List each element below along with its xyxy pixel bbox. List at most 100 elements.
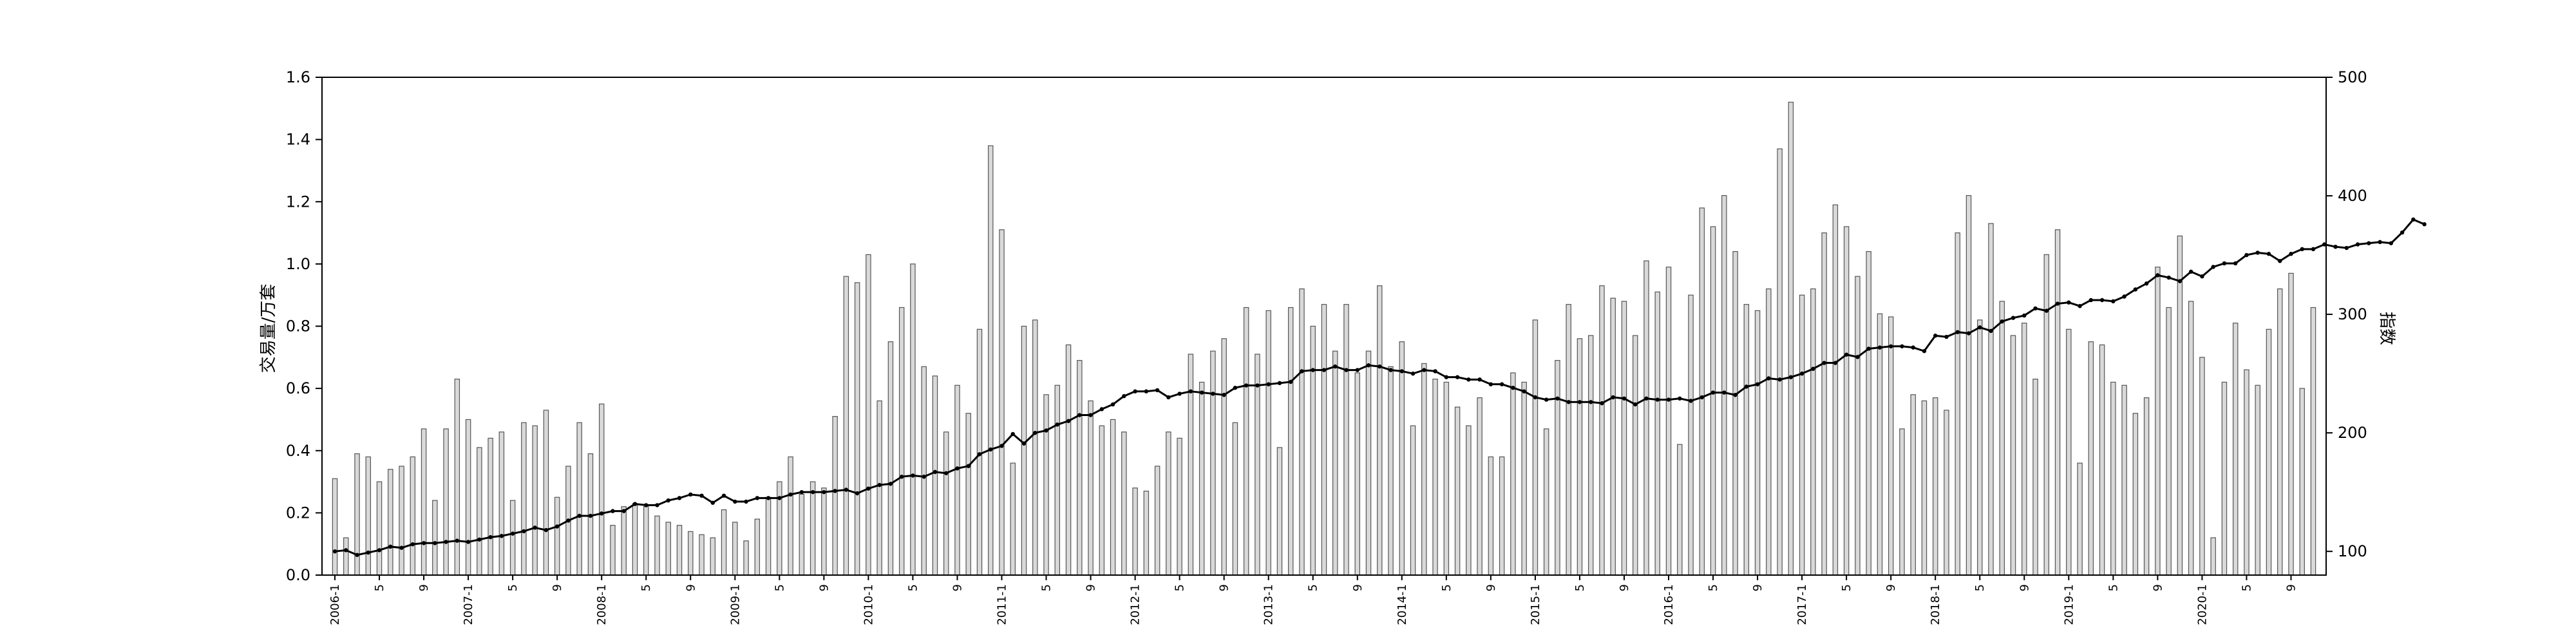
volume-bar [710, 537, 716, 576]
volume-bar [410, 456, 416, 576]
volume-bar [1099, 425, 1105, 576]
index-point [1122, 393, 1126, 399]
index-point [1388, 368, 1393, 372]
volume-bar [788, 456, 793, 576]
index-point [1966, 331, 1971, 336]
index-point [366, 550, 370, 555]
x-tick-label: 5 [1040, 584, 1054, 591]
index-point [2278, 259, 2282, 263]
index-point [1066, 419, 1071, 423]
index-point [1866, 346, 1871, 351]
volume-bar [1621, 301, 1627, 576]
right-axis-label: 指数 [2377, 312, 2396, 345]
right-tick-label: 100 [2338, 542, 2367, 560]
x-tick-label: 2012-1 [1129, 584, 1142, 625]
index-point [421, 541, 426, 545]
index-point [1222, 393, 1226, 397]
x-tick-label: 2020-1 [2195, 584, 2209, 625]
volume-bar [2177, 235, 2183, 576]
volume-bar [543, 410, 549, 576]
index-point [444, 540, 448, 544]
volume-bar [1132, 488, 1138, 576]
index-point [1321, 368, 1327, 372]
index-point [833, 489, 837, 493]
index-point [1900, 344, 1904, 348]
volume-bar [1921, 400, 1927, 576]
index-point [655, 503, 659, 507]
index-point [866, 486, 871, 491]
index-point [710, 500, 715, 505]
volume-bar [2266, 328, 2272, 576]
index-point [855, 491, 860, 496]
index-point [1344, 368, 1349, 372]
x-tick-label: 5 [1973, 584, 1987, 591]
volume-bar [876, 400, 882, 576]
index-point [777, 496, 782, 500]
volume-bar [610, 525, 616, 576]
index-point [1844, 352, 1849, 357]
index-point [1600, 401, 1604, 406]
index-point [466, 540, 471, 544]
index-point [1755, 382, 1760, 386]
index-point [699, 493, 704, 498]
volume-bar [1299, 288, 1305, 576]
index-point [1188, 389, 1193, 393]
index-point [1466, 377, 1471, 382]
index-point [2000, 319, 2004, 324]
volume-bar [1088, 400, 1094, 576]
index-point [822, 489, 826, 495]
index-point [877, 482, 882, 488]
x-tick-label: 9 [1084, 584, 1098, 591]
volume-bar [632, 503, 638, 576]
index-point [588, 513, 593, 518]
volume-bar [898, 307, 905, 576]
x-tick-label: 9 [1218, 584, 1231, 591]
index-point [1622, 396, 1627, 401]
index-point [2244, 252, 2249, 258]
volume-bar [1377, 285, 1383, 576]
index-point [1855, 355, 1860, 359]
right-tick-label: 300 [2338, 305, 2367, 323]
x-tick-label: 5 [373, 584, 386, 591]
volume-bar [1832, 204, 1839, 576]
volume-bar [1944, 410, 1949, 576]
index-point [455, 538, 460, 543]
index-point [2311, 247, 2316, 252]
index-point [744, 499, 748, 504]
index-point [1533, 395, 1538, 400]
index-point [799, 489, 804, 495]
volume-bar [2255, 384, 2260, 576]
index-point [999, 444, 1004, 448]
index-point [911, 473, 915, 478]
index-point [1177, 392, 1182, 396]
index-point [2344, 245, 2349, 251]
right-tick-label: 400 [2338, 187, 2367, 205]
volume-bar [2132, 413, 2139, 576]
volume-bar [2310, 307, 2316, 576]
volume-bar [1710, 226, 1716, 576]
volume-bar [1555, 360, 1560, 576]
volume-bar [1587, 335, 1594, 576]
volume-bar [1866, 251, 1871, 576]
index-point [2111, 299, 2116, 304]
volume-bar [2210, 537, 2216, 576]
index-point [410, 542, 415, 547]
volume-bar [854, 282, 860, 576]
x-tick-label: 5 [506, 584, 520, 591]
index-point [1978, 325, 1982, 330]
left-tick-label: 0.6 [286, 379, 310, 397]
index-point [933, 469, 938, 475]
volume-bar [1221, 338, 1227, 576]
volume-bar [2022, 323, 2027, 576]
index-point [1277, 381, 1282, 386]
volume-bar [1932, 397, 1938, 576]
index-point [1710, 390, 1716, 395]
volume-bar [532, 425, 538, 576]
index-point [1788, 375, 1794, 379]
index-point [2400, 230, 2405, 235]
index-point [2300, 247, 2304, 252]
index-point [1033, 430, 1037, 435]
index-point [1410, 371, 1416, 376]
left-tick-label: 1.2 [286, 193, 310, 211]
index-point [600, 511, 604, 516]
